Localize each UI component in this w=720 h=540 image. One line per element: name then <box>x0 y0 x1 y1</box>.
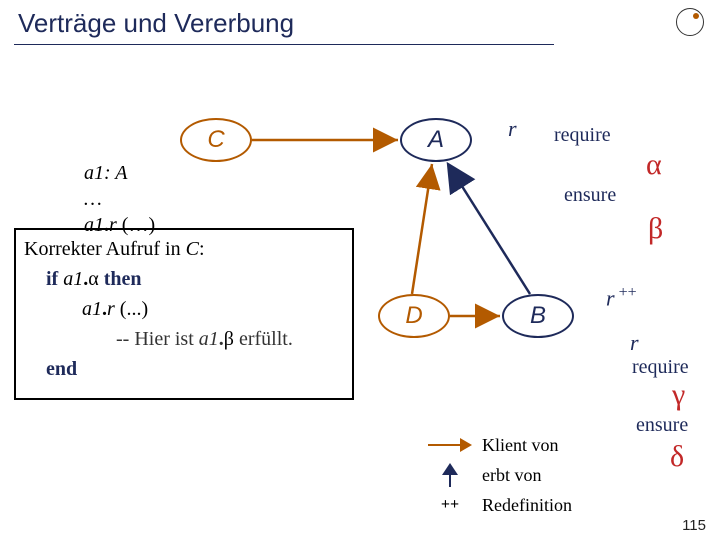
alpha-label: α <box>646 148 662 182</box>
client-arrow-icon <box>428 438 472 452</box>
r-label-b: r <box>630 330 639 356</box>
code-under-c: a1: A … a1.r (…) <box>84 160 155 238</box>
comment-a1: a1 <box>199 328 219 350</box>
box-header-colon: : <box>199 238 205 260</box>
require-b: require <box>632 356 689 379</box>
title-underline <box>14 44 554 45</box>
ensure-b: ensure <box>636 414 688 437</box>
if-alpha: α <box>88 268 98 290</box>
kw-if: if <box>46 268 58 290</box>
gamma-label: γ <box>672 378 685 412</box>
r-plus-suffix: ++ <box>615 284 637 301</box>
legend-redef-label: Redefinition <box>482 490 572 520</box>
node-b: B <box>502 294 574 338</box>
node-d: D <box>378 294 450 338</box>
delta-label: δ <box>670 440 684 474</box>
legend-inherits: erbt von <box>428 460 572 490</box>
comment-beta: β <box>224 328 234 350</box>
inherit-arrow-icon <box>428 463 472 487</box>
r-plus-r: r <box>606 285 615 310</box>
call-args: (...) <box>115 298 148 320</box>
call-a1: a1 <box>82 298 102 320</box>
if-a1: a1 <box>63 268 83 290</box>
code-ellipsis: … <box>84 186 155 212</box>
code-type: : A <box>104 162 128 184</box>
legend-client: Klient von <box>428 430 572 460</box>
r-plus-label: r ++ <box>606 284 637 311</box>
call-r: r <box>107 298 115 320</box>
node-a: A <box>400 118 472 162</box>
comment-post: erfüllt. <box>234 328 293 350</box>
legend-inherits-label: erbt von <box>482 460 541 490</box>
legend-redef: ++ Redefinition <box>428 490 572 520</box>
comment-pre: -- Hier ist <box>116 328 199 350</box>
code-a1: a1 <box>84 162 104 184</box>
legend: Klient von erbt von ++ Redefinition <box>428 430 572 520</box>
redef-icon: ++ <box>428 490 472 520</box>
ensure-a: ensure <box>564 184 616 207</box>
kw-then: then <box>104 268 142 290</box>
box-header: Korrekter Aufruf in <box>24 238 186 260</box>
beta-label: β <box>648 212 663 246</box>
legend-client-label: Klient von <box>482 430 559 460</box>
correct-call-box: Korrekter Aufruf in C: if a1.α then a1.r… <box>14 228 354 400</box>
slide-title: Verträge und Vererbung <box>18 8 294 39</box>
logo-icon <box>676 8 704 36</box>
kw-end: end <box>46 358 77 380</box>
r-label-a: r <box>508 116 517 142</box>
box-header-c: C <box>186 238 199 260</box>
require-a: require <box>554 124 611 147</box>
node-c: C <box>180 118 252 162</box>
page-number: 115 <box>682 517 706 534</box>
